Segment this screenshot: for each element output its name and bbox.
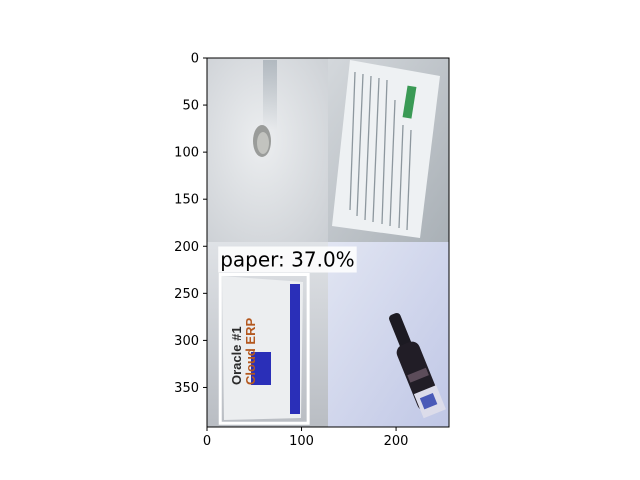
detection-box	[218, 273, 310, 425]
detections-layer: paper: 37.0%	[218, 246, 357, 425]
document-green-stripe	[402, 85, 417, 119]
y-tick-label: 50	[182, 99, 199, 114]
y-tick-label: 150	[174, 193, 199, 208]
y-tick-label: 300	[174, 334, 199, 349]
y-tick-label: 200	[174, 240, 199, 255]
y-axis: 0 50 100 150 200 250 300 350	[174, 52, 207, 396]
detection-label: paper: 37.0%	[220, 248, 354, 272]
y-tick-label: 100	[174, 146, 199, 161]
image-panels: Oracle #1 Cloud ERP	[207, 58, 449, 427]
bag-print-line-2: Cloud ERP	[243, 318, 258, 385]
x-tick-label: 0	[203, 434, 211, 449]
y-tick-label: 350	[174, 381, 199, 396]
detection-label-background	[218, 246, 357, 273]
panel-document	[328, 58, 449, 242]
bag-print-line-1: Oracle #1	[229, 326, 244, 385]
panel-bottle	[328, 242, 449, 427]
bag-blue-stripe	[290, 284, 300, 414]
y-tick-label: 0	[191, 52, 199, 67]
axes-frame	[206, 57, 450, 428]
x-tick-label: 100	[289, 434, 314, 449]
y-tick-label: 250	[174, 287, 199, 302]
x-tick-label: 200	[384, 434, 409, 449]
panel-coin	[207, 58, 328, 242]
bottle-shape	[389, 312, 446, 419]
paper-bag-shape	[222, 276, 303, 420]
x-axis: 0 100 200	[203, 427, 409, 449]
